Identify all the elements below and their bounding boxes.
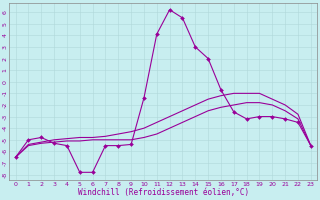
- X-axis label: Windchill (Refroidissement éolien,°C): Windchill (Refroidissement éolien,°C): [78, 188, 249, 197]
